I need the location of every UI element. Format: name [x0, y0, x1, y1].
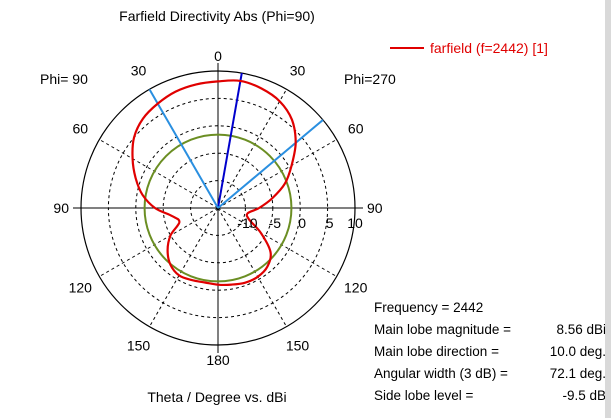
- data-point: [279, 100, 281, 102]
- marker-lines: [148, 72, 324, 209]
- data-point: [231, 284, 233, 286]
- info-label: Main lobe direction =: [374, 344, 499, 359]
- radial-tick-label: -10: [237, 215, 257, 231]
- info-label: Side lobe level =: [374, 388, 474, 403]
- data-point: [157, 103, 159, 105]
- data-point: [204, 282, 206, 284]
- data-point: [240, 80, 242, 82]
- data-point: [270, 251, 272, 253]
- reference-circle-layer: [143, 133, 293, 283]
- data-point: [291, 119, 293, 121]
- 3db-width-edge-line: [217, 119, 324, 209]
- radial-tick-label: 0: [298, 215, 306, 231]
- data-point: [170, 264, 172, 266]
- data-point: [284, 183, 286, 185]
- data-point: [260, 232, 262, 234]
- legend: farfield (f=2442) [1]: [390, 40, 548, 56]
- grid-spoke: [149, 207, 219, 327]
- data-point: [167, 250, 169, 252]
- data-point: [195, 84, 197, 86]
- data-point: [217, 284, 219, 286]
- chart-title: Farfield Directivity Abs (Phi=90): [119, 8, 315, 24]
- data-point: [179, 221, 181, 223]
- angle-label: 0: [214, 48, 222, 64]
- data-point: [257, 276, 259, 278]
- data-point: [170, 235, 172, 237]
- main-lobe-direction-line: [217, 72, 243, 209]
- info-label: Main lobe magnitude =: [374, 322, 511, 337]
- grid-spoke: [99, 207, 219, 277]
- angle-label: 60: [348, 121, 364, 137]
- data-point: [142, 118, 144, 120]
- reference-circle: [143, 133, 293, 283]
- angle-label: 120: [344, 280, 368, 296]
- radial-tick-label: 10: [347, 215, 363, 231]
- data-point: [135, 177, 137, 179]
- chart-footer: Theta / Degree vs. dBi: [147, 389, 287, 405]
- data-point: [247, 212, 249, 214]
- angle-label: 90: [367, 200, 383, 216]
- polar-grid: [73, 63, 363, 353]
- data-point: [291, 165, 293, 167]
- info-row-angular-width: Angular width (3 dB) = 72.1 deg.: [374, 363, 606, 385]
- data-point: [295, 142, 297, 144]
- series-layer: [131, 79, 297, 287]
- data-point: [133, 137, 135, 139]
- legend-swatch: [390, 47, 424, 49]
- info-value: 8.56 dBi: [556, 322, 606, 337]
- info-label: Frequency = 2442: [374, 300, 484, 315]
- window-edge: [605, 0, 611, 418]
- data-point: [258, 207, 260, 209]
- grid-spoke: [217, 207, 337, 277]
- results-panel: Frequency = 2442 Main lobe magnitude = 8…: [374, 297, 606, 407]
- angle-label: 60: [73, 121, 89, 137]
- angle-label: 150: [286, 338, 310, 354]
- info-label: Angular width (3 dB) =: [374, 366, 508, 381]
- info-row-side-lobe-level: Side lobe level = -9.5 dB: [374, 385, 606, 407]
- data-point: [261, 88, 263, 90]
- data-point: [244, 282, 246, 284]
- data-point: [171, 215, 173, 217]
- radial-tick-label: 5: [326, 215, 334, 231]
- data-point: [271, 198, 273, 200]
- data-point: [154, 207, 156, 209]
- phi-left-label: Phi= 90: [40, 71, 88, 87]
- grid-spoke: [217, 207, 287, 327]
- data-point: [191, 279, 193, 281]
- info-value: 10.0 deg.: [549, 344, 606, 359]
- series-line: [131, 79, 297, 287]
- grid-spoke: [217, 89, 287, 209]
- data-point: [267, 266, 269, 268]
- info-value: -9.5 dB: [562, 388, 606, 403]
- angle-label: 30: [290, 62, 306, 78]
- info-row-main-lobe-direction: Main lobe direction = 10.0 deg.: [374, 341, 606, 363]
- info-row-frequency: Frequency = 2442: [374, 297, 606, 319]
- angle-label: 150: [127, 338, 151, 354]
- grid-spoke: [99, 139, 219, 209]
- data-point: [142, 194, 144, 196]
- grid-spoke: [217, 139, 337, 209]
- info-value: 72.1 deg.: [549, 366, 606, 381]
- data-point: [217, 81, 219, 83]
- 3db-width-edge-line: [148, 88, 219, 209]
- legend-label: farfield (f=2442) [1]: [430, 40, 548, 56]
- angle-label: 180: [206, 352, 230, 368]
- radial-tick-label: -5: [269, 215, 282, 231]
- angle-label: 30: [131, 62, 147, 78]
- axis-labels: 0 30 60 90 120 150 180 150 120 90 60 30 -10 -5 0 5 10 Phi…: [40, 48, 396, 368]
- phi-right-label: Phi=270: [344, 71, 396, 87]
- data-point: [132, 158, 134, 160]
- angle-label: 90: [53, 200, 69, 216]
- data-point: [178, 275, 180, 277]
- angle-label: 120: [69, 280, 93, 296]
- data-point: [175, 91, 177, 93]
- info-row-main-lobe-magnitude: Main lobe magnitude = 8.56 dBi: [374, 319, 606, 341]
